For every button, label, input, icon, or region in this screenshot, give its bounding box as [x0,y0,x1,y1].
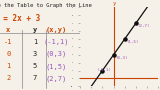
Text: y: y [33,27,37,33]
Text: (0,3): (0,3) [46,51,67,57]
Text: (0,3): (0,3) [115,56,128,60]
Text: x: x [6,27,10,33]
Point [101,70,104,71]
Text: 3: 3 [33,51,37,57]
Text: (1,5): (1,5) [46,63,67,69]
Text: 1: 1 [6,63,10,69]
Text: (-1,1): (-1,1) [44,39,69,45]
Text: (2,7): (2,7) [46,75,67,82]
Text: (2,7): (2,7) [137,24,150,28]
Text: (1,5): (1,5) [126,40,139,44]
Text: 1: 1 [33,39,37,45]
Text: (-1,1): (-1,1) [96,68,111,72]
Text: 2: 2 [6,75,10,81]
Text: 7: 7 [33,75,37,81]
Point [112,54,115,55]
Text: -1: -1 [4,39,13,45]
Text: y = 2x + 3: y = 2x + 3 [0,14,40,23]
Text: 0: 0 [6,51,10,57]
Point [124,38,126,40]
Text: 5: 5 [33,63,37,69]
Text: Use the Table to Graph the Line: Use the Table to Graph the Line [0,3,92,8]
Text: (x,y): (x,y) [46,27,67,33]
Point [135,22,137,24]
Text: y: y [113,1,116,6]
